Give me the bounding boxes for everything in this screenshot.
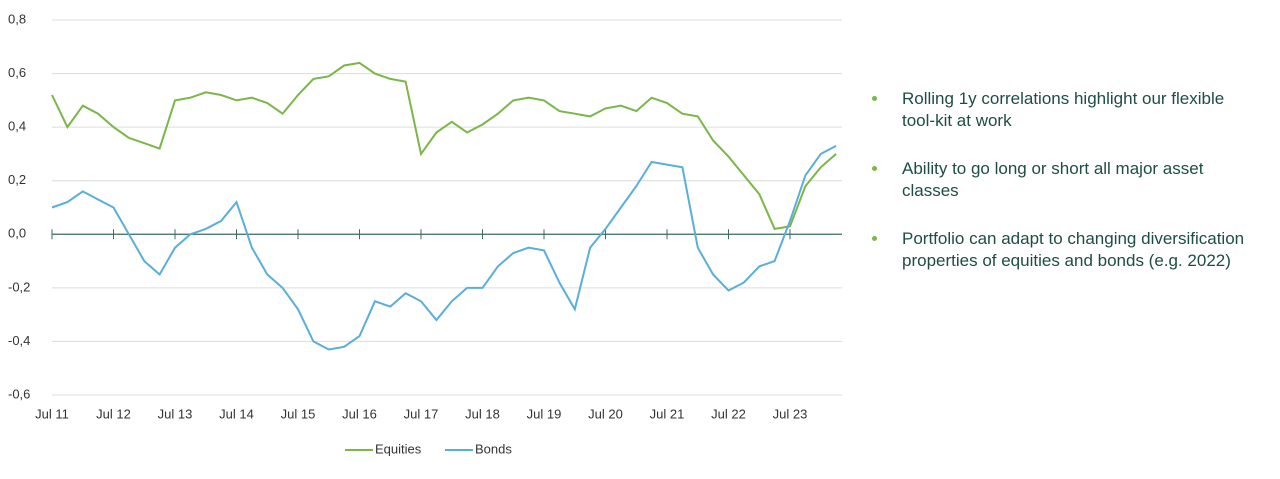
legend-label: Equities: [375, 441, 422, 456]
x-tick-label: Jul 12: [96, 406, 131, 421]
series-line: [51, 145, 837, 351]
x-tick-label: Jul 21: [650, 406, 685, 421]
legend-label: Bonds: [475, 441, 512, 456]
x-tick-label: Jul 23: [773, 406, 808, 421]
chart: -0,6 -0,4 -0,2 0,0 0,2 0,4 0,6 0,8 Jul 11 Jul 12 J…: [8, 11, 842, 456]
x-tick-label: Jul 16: [342, 406, 377, 421]
x-tick-label: Jul 17: [404, 406, 439, 421]
y-tick-label: 0,8: [8, 11, 26, 26]
y-tick-label: 0,4: [8, 119, 26, 134]
x-tick-label: Jul 18: [465, 406, 500, 421]
x-tick-label: Jul 20: [588, 406, 623, 421]
y-tick-label: -0,6: [8, 386, 30, 401]
series-line: [51, 61, 837, 231]
x-tick-label: Jul 19: [527, 406, 562, 421]
notes: Rolling 1y correlations highlight our fl…: [870, 88, 1250, 298]
note: Rolling 1y correlations highlight our fl…: [870, 88, 1250, 132]
x-tick-label: Jul 22: [711, 406, 746, 421]
x-tick-label: Jul 15: [281, 406, 316, 421]
y-tick-label: 0,2: [8, 172, 26, 187]
y-tick-label: 0,0: [8, 226, 26, 241]
x-tick-label: Jul 13: [158, 406, 193, 421]
y-tick-label: -0,2: [8, 279, 30, 294]
note: Ability to go long or short all major as…: [870, 158, 1250, 202]
y-tick-label: -0,4: [8, 333, 30, 348]
x-tick-label: Jul 11: [35, 406, 69, 421]
x-tick-label: Jul 14: [219, 406, 254, 421]
note: Portfolio can adapt to changing diversif…: [870, 228, 1250, 272]
y-tick-label: 0,6: [8, 65, 26, 80]
